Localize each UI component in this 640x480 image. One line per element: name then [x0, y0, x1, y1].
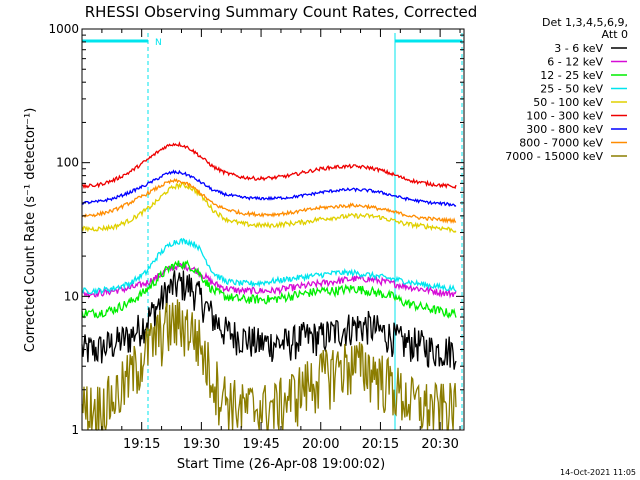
series-line-800-7000-kev [81, 178, 457, 224]
timestamp: 14-Oct-2021 11:05 [560, 468, 636, 477]
y-axis-label: Corrected Count Rate (s⁻¹ detector⁻¹) [23, 108, 38, 353]
x-tick-label: 19:15 [123, 437, 160, 452]
legend-label: 50 - 100 keV [533, 96, 603, 109]
x-tick-label: 19:45 [242, 437, 279, 452]
series-line-25-50-kev [81, 237, 457, 296]
legend-label: 12 - 25 keV [540, 69, 603, 82]
legend-label: 300 - 800 keV [526, 123, 603, 136]
x-tick-label: 20:15 [362, 437, 399, 452]
night-markers: N [81, 33, 463, 430]
legend-label: 800 - 7000 keV [519, 137, 603, 150]
legend-header-line-1: Det 1,3,4,5,6,9, [542, 16, 628, 29]
legend-label: 3 - 6 keV [554, 42, 603, 55]
series-line-300-800-kev [82, 169, 457, 208]
x-tick-label: 19:30 [183, 437, 220, 452]
chart-title: RHESSI Observing Summary Count Rates, Co… [85, 3, 478, 21]
y-tick-label: 10 [64, 289, 79, 303]
series-line-100-300-kev [81, 141, 457, 190]
series-line-6-12-kev [81, 262, 457, 299]
plot-frame [81, 28, 465, 431]
series-line-12-25-kev [81, 259, 457, 319]
y-tick-label: 100 [56, 156, 79, 170]
x-tick-label: 20:30 [421, 437, 458, 452]
legend-label: 7000 - 15000 keV [505, 150, 603, 163]
legend-label: 6 - 12 keV [547, 56, 603, 69]
x-tick-label: 20:00 [302, 437, 339, 452]
y-tick-label: 1000 [48, 22, 79, 36]
night-label: N [155, 38, 162, 48]
series-line-50-100-kev [81, 182, 457, 234]
legend-label: 100 - 300 keV [526, 110, 603, 123]
series-line-3-6-kev [81, 270, 457, 370]
series-line-7000-15000-kev [81, 299, 457, 431]
series-layer [81, 141, 457, 431]
y-axis: 1 10 100 1000 [48, 22, 464, 437]
x-axis-label: Start Time (26-Apr-08 19:00:02) [177, 457, 385, 472]
legend-header-line-2: Att 0 [602, 28, 628, 41]
legend-label: 25 - 50 keV [540, 83, 603, 96]
y-tick-label: 1 [71, 423, 79, 437]
x-axis: 19:15 19:30 19:45 20:00 20:15 20:30 [101, 29, 461, 452]
